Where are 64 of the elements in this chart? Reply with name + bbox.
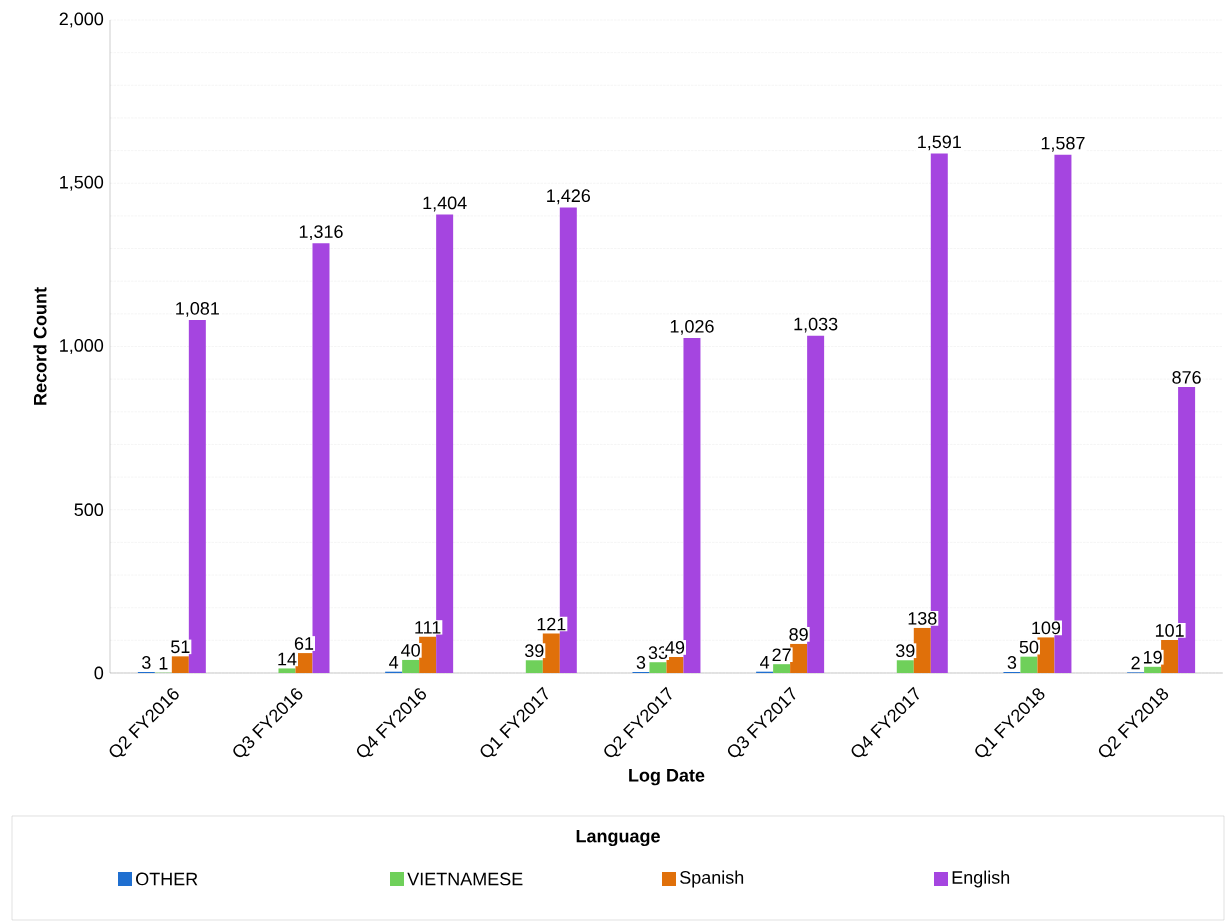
legend-label: English [952, 870, 1010, 888]
data-label: 1,404 [423, 196, 467, 212]
data-label: 1,587 [1041, 136, 1085, 152]
data-label: 40 [401, 643, 420, 657]
legend-title: Language [576, 829, 660, 847]
bar [171, 656, 189, 673]
bar [542, 633, 560, 673]
y-axis-title: Record Count [33, 287, 47, 405]
data-label: 1,591 [918, 135, 961, 151]
legend-label: Spanish [680, 870, 744, 888]
bar [1161, 640, 1179, 673]
bar [402, 659, 420, 673]
x-axis-title: Log Date [629, 769, 705, 786]
data-label: 3 [142, 656, 151, 669]
data-label: 3 [1007, 656, 1017, 669]
bar [773, 664, 791, 673]
bar [790, 643, 808, 673]
bar [188, 320, 206, 673]
legend-label: OTHER [136, 872, 198, 886]
bar [1037, 637, 1055, 673]
data-label: 1,426 [547, 189, 591, 205]
bar [419, 636, 437, 673]
bar [683, 338, 701, 673]
data-label: 876 [1172, 371, 1201, 384]
data-label: 49 [665, 641, 685, 654]
y-tick-label: 1,000 [60, 339, 104, 354]
bar [278, 668, 296, 673]
data-label: 50 [1019, 640, 1039, 654]
data-label: 1,081 [176, 301, 219, 317]
bar [896, 660, 914, 673]
data-label: 1,033 [794, 317, 838, 333]
bar [312, 243, 330, 673]
data-label: 39 [524, 644, 544, 658]
bar [807, 335, 825, 673]
data-label: 2 [1131, 656, 1140, 670]
bar [649, 662, 667, 673]
bar [666, 657, 684, 673]
data-label: 27 [772, 648, 791, 661]
bar [1020, 656, 1038, 673]
data-label: 4 [760, 656, 770, 669]
data-label: 1 [159, 657, 168, 670]
data-label: 101 [1155, 624, 1184, 637]
y-tick-label: 0 [94, 666, 104, 680]
y-tick-label: 500 [74, 503, 104, 517]
data-label: 1,026 [670, 319, 714, 335]
bar [1144, 666, 1162, 673]
data-label: 19 [1143, 650, 1162, 664]
data-label: 4 [389, 656, 399, 669]
y-tick-label: 1,500 [60, 175, 104, 191]
data-label: 111 [415, 621, 441, 634]
data-label: 14 [278, 652, 297, 666]
data-label: 138 [908, 611, 937, 625]
data-label: 51 [171, 640, 190, 654]
data-label: 39 [895, 644, 915, 658]
legend-label: VIETNAMESE [407, 872, 523, 886]
data-label: 121 [537, 617, 566, 631]
data-label: 109 [1032, 621, 1061, 635]
bar [913, 627, 931, 673]
data-label: 89 [789, 627, 808, 641]
data-label: 61 [294, 637, 314, 650]
bar [525, 660, 543, 673]
y-tick-label: 2,000 [59, 12, 104, 28]
data-label: 3 [636, 656, 646, 669]
data-label: 1,316 [299, 225, 343, 241]
